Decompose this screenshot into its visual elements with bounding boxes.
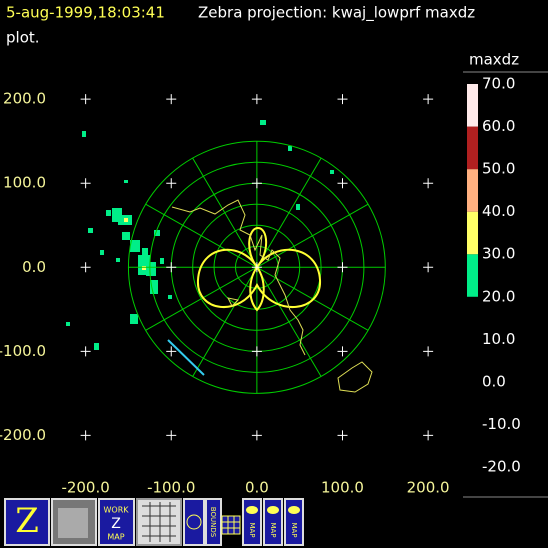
spoke — [145, 266, 258, 331]
grid-cross — [337, 94, 348, 105]
icon-label: BOUNDS — [209, 507, 217, 538]
colorbar-segment — [467, 126, 478, 170]
spoke — [256, 157, 322, 268]
spoke — [256, 203, 369, 268]
plot-title-continued: plot. — [6, 29, 40, 47]
grid-cross — [80, 262, 91, 273]
echoes-strong — [124, 218, 146, 270]
grid-cross — [423, 430, 434, 441]
icon-label: MAP — [269, 522, 277, 537]
icon-label: WORK — [103, 506, 129, 515]
colorbar-label: 40.0 — [482, 202, 515, 220]
colorbar-label: 50.0 — [482, 160, 515, 178]
icon-label: Z — [111, 516, 121, 532]
map-icon-shape — [267, 506, 279, 514]
map-icon-shape — [288, 506, 300, 514]
grid-cross — [337, 430, 348, 441]
spoke — [192, 267, 258, 377]
grid-cross — [337, 346, 348, 357]
coastline — [171, 199, 373, 393]
colorbar-segment — [467, 84, 478, 127]
icon-label: MAP — [107, 533, 124, 542]
track — [167, 339, 205, 376]
grid-cross — [166, 262, 177, 273]
grid-cross — [166, 94, 177, 105]
spoke — [145, 203, 258, 268]
y-tick-label: 100.0 — [3, 174, 46, 192]
grid-cross — [251, 262, 262, 273]
x-tick-label: 100.0 — [321, 479, 364, 497]
grid-cross — [80, 94, 91, 105]
grid-cross — [166, 430, 177, 441]
grid-cross — [251, 346, 262, 357]
y-tick-label: 200.0 — [3, 90, 46, 108]
spoke — [192, 157, 258, 268]
colorbar-segment — [467, 169, 478, 212]
grid-cross — [80, 430, 91, 441]
map-icon-shape — [246, 506, 258, 514]
grid-cross — [251, 430, 262, 441]
grid-cross — [251, 94, 262, 105]
y-tick-label: -100.0 — [0, 342, 46, 360]
svg-text:Z: Z — [15, 501, 39, 541]
grid-cross — [423, 94, 434, 105]
map-icon[interactable]: MAP — [284, 498, 304, 546]
x-tick-label: 0.0 — [245, 479, 269, 497]
grid-cross — [166, 346, 177, 357]
grid-icon[interactable] — [221, 515, 241, 535]
y-tick-label: 0.0 — [22, 258, 46, 276]
icon-label: MAP — [248, 522, 256, 537]
grid-cross — [423, 346, 434, 357]
colorbar-label: 70.0 — [482, 75, 515, 93]
grid-cross — [251, 178, 262, 189]
colorbar-label: 10.0 — [482, 330, 515, 348]
x-tick-label: -200.0 — [61, 479, 109, 497]
colorbar-label: -10.0 — [482, 415, 521, 433]
grid-cross — [166, 178, 177, 189]
colorbar-label: -20.0 — [482, 458, 521, 476]
x-tick-label: 200.0 — [407, 479, 450, 497]
colorbar-label: 60.0 — [482, 117, 515, 135]
grid-cross — [423, 178, 434, 189]
colorbar-segment — [467, 254, 478, 297]
bounds-icon[interactable]: BOUNDS — [205, 498, 222, 546]
grid-cross — [337, 178, 348, 189]
toolbar: Z WORK Z MAP BOUNDS MAP MAP MAP — [4, 498, 304, 546]
grid-cross — [337, 262, 348, 273]
icon-label: MAP — [290, 522, 298, 537]
beam-pattern — [196, 226, 322, 312]
rings-icon[interactable] — [183, 498, 205, 546]
map-icon[interactable]: MAP — [242, 498, 262, 546]
x-tick-label: -100.0 — [147, 479, 195, 497]
grid-cross — [80, 346, 91, 357]
grid-cross — [423, 262, 434, 273]
kwaj-icon[interactable] — [136, 498, 182, 546]
timestamp: 5-aug-1999,18:03:41 — [6, 4, 165, 22]
range-rings — [127, 140, 386, 394]
spoke — [256, 267, 322, 377]
satellite-icon[interactable] — [51, 498, 97, 546]
colorbar-segment — [467, 211, 478, 255]
colorbar-title: maxdz — [469, 51, 519, 69]
work-map-icon[interactable]: WORK Z MAP — [98, 498, 135, 546]
grid-cross — [80, 178, 91, 189]
y-tick-label: -200.0 — [0, 426, 46, 444]
colorbar-label: 20.0 — [482, 287, 515, 305]
colorbar-label: 0.0 — [482, 372, 506, 390]
zebra-icon[interactable]: Z — [4, 498, 50, 546]
colorbar-label: 30.0 — [482, 245, 515, 263]
map-icon[interactable]: MAP — [263, 498, 283, 546]
plot-title: Zebra projection: kwaj_lowprf maxdz — [198, 4, 475, 23]
